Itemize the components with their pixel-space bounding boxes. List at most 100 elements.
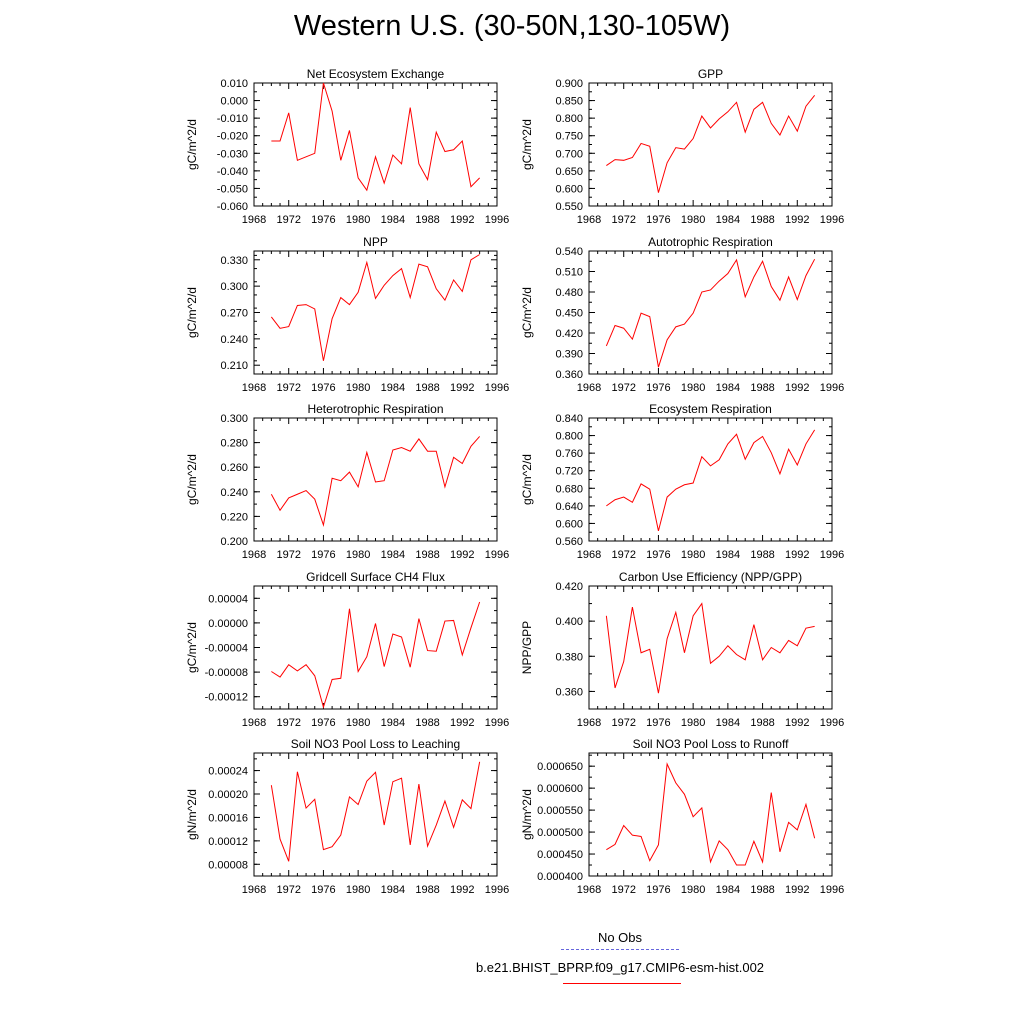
chart-soil-no3-pool-loss-to-runoff-xtick-label: 1984 — [716, 884, 740, 896]
chart-heterotrophic-respiration-xtick-label: 1988 — [415, 549, 439, 561]
chart-npp-xtick-label: 1980 — [346, 382, 370, 394]
chart-carbon-use-efficiency-npp-gpp-ytick-label: 0.400 — [555, 616, 583, 628]
chart-gridcell-surface-ch4-flux-xtick-label: 1992 — [450, 717, 474, 729]
chart-soil-no3-pool-loss-to-leaching-xtick-label: 1984 — [381, 884, 405, 896]
chart-carbon-use-efficiency-npp-gpp-series-line — [605, 602, 815, 694]
chart-soil-no3-pool-loss-to-leaching-ytick-label: 0.00020 — [208, 789, 248, 801]
chart-ecosystem-respiration-ytick-label: 0.800 — [555, 431, 583, 443]
chart-autotrophic-respiration-ytick-label: 0.450 — [555, 308, 583, 320]
chart-ecosystem-respiration-xtick-label: 1996 — [820, 549, 844, 561]
chart-net-ecosystem-exchange-xtick-label: 1988 — [415, 214, 439, 226]
chart-autotrophic-respiration-xtick-label: 1972 — [611, 382, 635, 394]
chart-npp-ytick-label: 0.240 — [220, 334, 248, 346]
chart-heterotrophic-respiration-frame — [253, 417, 498, 542]
chart-autotrophic-respiration-ytick-label: 0.540 — [555, 246, 583, 258]
chart-carbon-use-efficiency-npp-gpp-xtick-label: 1996 — [820, 717, 844, 729]
figure-title: Western U.S. (30-50N,130-105W) — [293, 10, 731, 42]
chart-soil-no3-pool-loss-to-leaching-ytick-label: 0.00008 — [208, 859, 248, 871]
chart-soil-no3-pool-loss-to-runoff-ytick-label: 0.000400 — [537, 871, 583, 883]
chart-net-ecosystem-exchange-xtick-label: 1972 — [276, 214, 300, 226]
chart-gpp-ytick-label: 0.700 — [555, 148, 583, 160]
chart-autotrophic-respiration-ytick-label: 0.510 — [555, 267, 583, 279]
chart-carbon-use-efficiency-npp-gpp-xtick-label: 1988 — [750, 717, 774, 729]
chart-autotrophic-respiration-xtick-label: 1992 — [785, 382, 809, 394]
chart-ecosystem-respiration-series-line — [606, 429, 816, 532]
chart-autotrophic-respiration-ylabel: gC/m^2/d — [520, 287, 534, 338]
chart-autotrophic-respiration-xtick-label: 1996 — [820, 382, 844, 394]
chart-soil-no3-pool-loss-to-leaching-ytick-label: 0.00024 — [208, 766, 248, 778]
chart-gridcell-surface-ch4-flux-ytick-label: -0.00004 — [205, 643, 248, 655]
chart-net-ecosystem-exchange-ytick-label: -0.050 — [217, 183, 248, 195]
chart-net-ecosystem-exchange: Net Ecosystem Exchange gC/m^2/d 1968 1972 19… — [185, 67, 509, 226]
chart-heterotrophic-respiration-ytick-label: 0.220 — [220, 511, 248, 523]
chart-net-ecosystem-exchange-ytick-label: -0.010 — [217, 113, 248, 125]
chart-ecosystem-respiration-xtick-label: 1980 — [681, 549, 705, 561]
chart-ecosystem-respiration-title: Ecosystem Respiration — [649, 402, 772, 416]
chart-soil-no3-pool-loss-to-runoff-title: Soil NO3 Pool Loss to Runoff — [633, 737, 790, 751]
chart-heterotrophic-respiration-xtick-label: 1984 — [381, 549, 405, 561]
chart-ecosystem-respiration-ylabel: gC/m^2/d — [520, 454, 534, 505]
chart-gpp-xtick-label: 1976 — [646, 214, 670, 226]
chart-soil-no3-pool-loss-to-runoff: Soil NO3 Pool Loss to Runoff gN/m^2/d 1968… — [520, 737, 844, 896]
chart-soil-no3-pool-loss-to-leaching-frame — [253, 752, 498, 877]
chart-npp-xtick-label: 1968 — [242, 382, 266, 394]
chart-soil-no3-pool-loss-to-runoff-ytick-label: 0.000550 — [537, 805, 583, 817]
chart-soil-no3-pool-loss-to-runoff-ytick-label: 0.000450 — [537, 849, 583, 861]
chart-gpp-ytick-label: 0.900 — [555, 78, 583, 90]
chart-npp-xtick-label: 1992 — [450, 382, 474, 394]
chart-gridcell-surface-ch4-flux-series-line — [271, 601, 481, 709]
chart-soil-no3-pool-loss-to-leaching-xtick-label: 1992 — [450, 884, 474, 896]
chart-gridcell-surface-ch4-flux-xtick-label: 1972 — [276, 717, 300, 729]
chart-gridcell-surface-ch4-flux-ylabel: gC/m^2/d — [185, 622, 199, 673]
chart-npp-ytick-label: 0.270 — [220, 308, 248, 320]
chart-soil-no3-pool-loss-to-runoff-xtick-label: 1988 — [750, 884, 774, 896]
chart-autotrophic-respiration-series-line — [605, 258, 816, 368]
chart-soil-no3-pool-loss-to-runoff-ytick-label: 0.000650 — [537, 761, 583, 773]
chart-soil-no3-pool-loss-to-runoff-xtick-label: 1992 — [785, 884, 809, 896]
legend-label-no-obs: No Obs — [597, 930, 643, 945]
chart-gpp-xtick-label: 1988 — [750, 214, 774, 226]
chart-carbon-use-efficiency-npp-gpp-xtick-label: 1984 — [716, 717, 740, 729]
chart-ecosystem-respiration-xtick-label: 1988 — [750, 549, 774, 561]
chart-gridcell-surface-ch4-flux-xtick-label: 1988 — [415, 717, 439, 729]
chart-soil-no3-pool-loss-to-runoff-xtick-label: 1968 — [577, 884, 601, 896]
chart-npp-xtick-label: 1984 — [381, 382, 405, 394]
chart-gpp-ytick-label: 0.550 — [555, 201, 583, 213]
chart-soil-no3-pool-loss-to-runoff-ylabel: gN/m^2/d — [520, 789, 534, 840]
chart-carbon-use-efficiency-npp-gpp-ylabel: NPP/GPP — [520, 621, 534, 674]
chart-gpp-ytick-label: 0.650 — [555, 166, 583, 178]
chart-soil-no3-pool-loss-to-leaching-xtick-label: 1996 — [485, 884, 509, 896]
chart-ecosystem-respiration-ytick-label: 0.720 — [555, 466, 583, 478]
chart-autotrophic-respiration-title: Autotrophic Respiration — [648, 235, 773, 249]
legend-swatch-model — [563, 983, 681, 984]
chart-carbon-use-efficiency-npp-gpp-xtick-label: 1992 — [785, 717, 809, 729]
legend-label-model: b.e21.BHIST_BPRP.f09_g17.CMIP6-esm-hist.… — [475, 960, 765, 975]
chart-gpp-xtick-label: 1992 — [785, 214, 809, 226]
chart-gridcell-surface-ch4-flux-xtick-label: 1976 — [311, 717, 335, 729]
chart-soil-no3-pool-loss-to-leaching-ylabel: gN/m^2/d — [185, 789, 199, 840]
chart-net-ecosystem-exchange-ytick-label: 0.010 — [220, 78, 248, 90]
chart-npp-xtick-label: 1996 — [485, 382, 509, 394]
chart-autotrophic-respiration-xtick-label: 1980 — [681, 382, 705, 394]
chart-autotrophic-respiration-xtick-label: 1968 — [577, 382, 601, 394]
chart-autotrophic-respiration-frame — [588, 250, 833, 375]
chart-soil-no3-pool-loss-to-runoff-xtick-label: 1980 — [681, 884, 705, 896]
chart-npp: NPP gC/m^2/d 1968 1972 1976 1980 1984 1988 1992 1… — [185, 235, 509, 394]
chart-gridcell-surface-ch4-flux: Gridcell Surface CH4 Flux gC/m^2/d 1968 197… — [185, 570, 509, 729]
chart-ecosystem-respiration-xtick-label: 1968 — [577, 549, 601, 561]
chart-autotrophic-respiration-ytick-label: 0.390 — [555, 349, 583, 361]
chart-ecosystem-respiration-ytick-label: 0.560 — [555, 536, 583, 548]
chart-ecosystem-respiration-xtick-label: 1992 — [785, 549, 809, 561]
chart-net-ecosystem-exchange-xtick-label: 1968 — [242, 214, 266, 226]
chart-heterotrophic-respiration-ytick-label: 0.260 — [220, 462, 248, 474]
chart-autotrophic-respiration-xtick-label: 1976 — [646, 382, 670, 394]
chart-ecosystem-respiration-xtick-label: 1976 — [646, 549, 670, 561]
chart-npp-xtick-label: 1972 — [276, 382, 300, 394]
chart-carbon-use-efficiency-npp-gpp-xtick-label: 1980 — [681, 717, 705, 729]
chart-gpp-xtick-label: 1984 — [716, 214, 740, 226]
legend: No Obs — [540, 930, 740, 990]
chart-gridcell-surface-ch4-flux-ytick-label: -0.00012 — [205, 692, 248, 704]
chart-carbon-use-efficiency-npp-gpp-ytick-label: 0.360 — [555, 686, 583, 698]
chart-net-ecosystem-exchange-ytick-label: -0.030 — [217, 148, 248, 160]
